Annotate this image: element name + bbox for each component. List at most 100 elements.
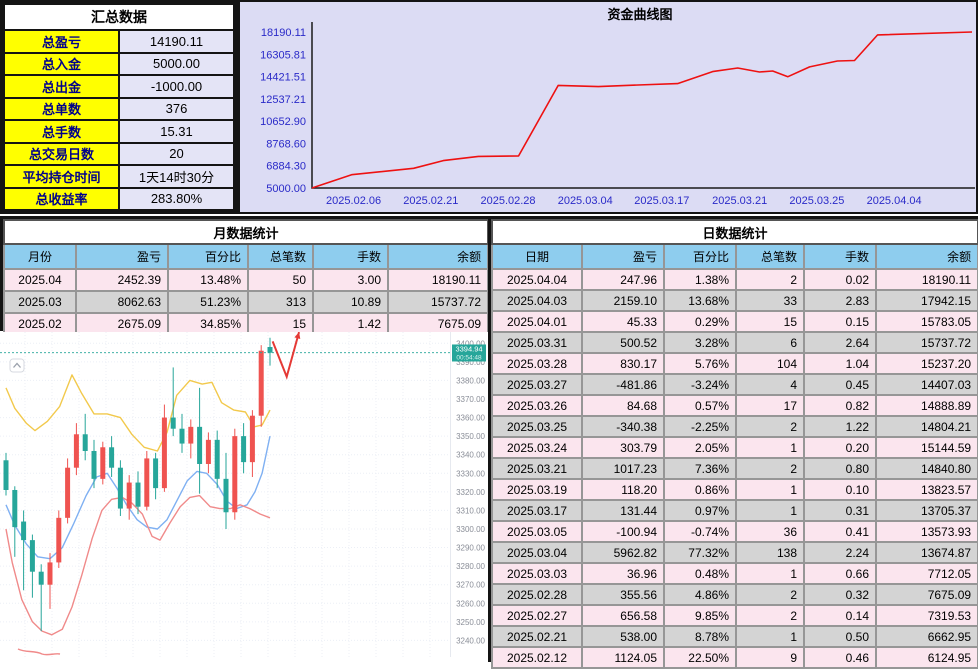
value-cell[interactable]: 45.33 — [581, 310, 665, 333]
value-cell[interactable]: 6124.95 — [874, 646, 978, 669]
column-header[interactable]: 总笔数 — [735, 243, 805, 270]
value-cell[interactable]: -481.86 — [581, 373, 665, 396]
value-cell[interactable]: 7.36% — [663, 457, 737, 480]
value-cell[interactable]: 15783.05 — [874, 310, 978, 333]
column-header[interactable]: 手数 — [803, 243, 877, 270]
value-cell[interactable]: 0.97% — [663, 499, 737, 522]
value-cell[interactable]: 0.82 — [803, 394, 877, 417]
date-cell[interactable]: 2025.04.01 — [491, 310, 583, 333]
date-cell[interactable]: 2025.03.25 — [491, 415, 583, 438]
value-cell[interactable]: 0.29% — [663, 310, 737, 333]
summary-value[interactable]: -1000.00 — [118, 74, 235, 99]
value-cell[interactable]: 538.00 — [581, 625, 665, 648]
value-cell[interactable]: 1017.23 — [581, 457, 665, 480]
date-cell[interactable]: 2025.04.03 — [491, 289, 583, 312]
value-cell[interactable]: 2 — [735, 604, 805, 627]
value-cell[interactable]: 7675.09 — [874, 583, 978, 606]
date-cell[interactable]: 2025.03.21 — [491, 457, 583, 480]
value-cell[interactable]: 1 — [735, 478, 805, 501]
value-cell[interactable]: 2159.10 — [581, 289, 665, 312]
summary-label[interactable]: 总收益率 — [3, 186, 120, 211]
column-header[interactable]: 盈亏 — [581, 243, 665, 270]
value-cell[interactable]: 0.32 — [803, 583, 877, 606]
date-cell[interactable]: 2025.02.12 — [491, 646, 583, 669]
value-cell[interactable]: 118.20 — [581, 478, 665, 501]
value-cell[interactable]: 8062.63 — [75, 290, 169, 314]
column-header[interactable]: 日期 — [491, 243, 583, 270]
value-cell[interactable]: 2 — [735, 268, 805, 291]
value-cell[interactable]: 9 — [735, 646, 805, 669]
value-cell[interactable]: 2.24 — [803, 541, 877, 564]
value-cell[interactable]: 17 — [735, 394, 805, 417]
value-cell[interactable]: 9.85% — [663, 604, 737, 627]
value-cell[interactable]: 15 — [735, 310, 805, 333]
date-cell[interactable]: 2025.03.31 — [491, 331, 583, 354]
date-cell[interactable]: 2025.03.03 — [491, 562, 583, 585]
value-cell[interactable]: 14407.03 — [874, 373, 978, 396]
value-cell[interactable]: 0.20 — [803, 436, 877, 459]
value-cell[interactable]: 1124.05 — [581, 646, 665, 669]
value-cell[interactable]: 1.38% — [663, 268, 737, 291]
value-cell[interactable]: 8.78% — [663, 625, 737, 648]
candlestick-chart-canvas[interactable]: 3400.00 3390.00 3380.00 3370.00 3360.00 3350.… — [0, 331, 488, 657]
summary-value[interactable]: 283.80% — [118, 186, 235, 211]
column-header[interactable]: 余额 — [874, 243, 978, 270]
column-header[interactable]: 盈亏 — [75, 243, 169, 270]
date-cell[interactable]: 2025.04.04 — [491, 268, 583, 291]
value-cell[interactable]: 830.17 — [581, 352, 665, 375]
summary-value[interactable]: 14190.11 — [118, 29, 235, 54]
summary-value[interactable]: 15.31 — [118, 119, 235, 144]
summary-title-cell[interactable]: 汇总数据 — [3, 3, 235, 31]
value-cell[interactable]: 6662.95 — [874, 625, 978, 648]
value-cell[interactable]: 355.56 — [581, 583, 665, 606]
date-cell[interactable]: 2025.03.24 — [491, 436, 583, 459]
value-cell[interactable]: 1 — [735, 436, 805, 459]
date-cell[interactable]: 2025.02.28 — [491, 583, 583, 606]
value-cell[interactable]: 0.45 — [803, 373, 877, 396]
value-cell[interactable]: 13674.87 — [874, 541, 978, 564]
value-cell[interactable]: 4.86% — [663, 583, 737, 606]
value-cell[interactable]: 17942.15 — [874, 289, 978, 312]
value-cell[interactable]: 3.00 — [312, 268, 389, 292]
value-cell[interactable]: 0.41 — [803, 520, 877, 543]
value-cell[interactable]: 14840.80 — [874, 457, 978, 480]
value-cell[interactable]: 2452.39 — [75, 268, 169, 292]
price-axis[interactable]: 3400.00 3390.00 3380.00 3370.00 3360.00 3350.… — [456, 339, 485, 645]
value-cell[interactable]: 0.48% — [663, 562, 737, 585]
date-cell[interactable]: 2025.02.27 — [491, 604, 583, 627]
value-cell[interactable]: 77.32% — [663, 541, 737, 564]
column-header[interactable]: 百分比 — [167, 243, 249, 270]
value-cell[interactable]: 84.68 — [581, 394, 665, 417]
summary-label[interactable]: 总单数 — [3, 96, 120, 121]
value-cell[interactable]: 0.31 — [803, 499, 877, 522]
value-cell[interactable]: 2.64 — [803, 331, 877, 354]
summary-label[interactable]: 总出金 — [3, 74, 120, 99]
value-cell[interactable]: 15737.72 — [874, 331, 978, 354]
value-cell[interactable]: -2.25% — [663, 415, 737, 438]
value-cell[interactable]: 36 — [735, 520, 805, 543]
summary-label[interactable]: 总盈亏 — [3, 29, 120, 54]
value-cell[interactable]: 1.22 — [803, 415, 877, 438]
value-cell[interactable]: 2 — [735, 457, 805, 480]
value-cell[interactable]: 13.68% — [663, 289, 737, 312]
value-cell[interactable]: 1 — [735, 499, 805, 522]
summary-value[interactable]: 20 — [118, 141, 235, 166]
date-cell[interactable]: 2025.03.27 — [491, 373, 583, 396]
value-cell[interactable]: 1 — [735, 562, 805, 585]
value-cell[interactable]: -0.74% — [663, 520, 737, 543]
date-cell[interactable]: 2025.03.04 — [491, 541, 583, 564]
expand-pane-button[interactable] — [9, 358, 25, 373]
trend-arrow-annotation[interactable] — [271, 331, 301, 380]
value-cell[interactable]: 13705.37 — [874, 499, 978, 522]
daily-table-title[interactable]: 日数据统计 — [490, 219, 978, 245]
value-cell[interactable]: 15237.20 — [874, 352, 978, 375]
column-header[interactable]: 余额 — [386, 243, 490, 270]
value-cell[interactable]: 10.89 — [312, 290, 389, 314]
value-cell[interactable]: 14888.89 — [874, 394, 978, 417]
value-cell[interactable]: 0.46 — [803, 646, 877, 669]
value-cell[interactable]: 13.48% — [167, 268, 249, 292]
value-cell[interactable]: 4 — [735, 373, 805, 396]
value-cell[interactable]: 50 — [247, 268, 314, 292]
value-cell[interactable]: 313 — [247, 290, 314, 314]
value-cell[interactable]: 138 — [735, 541, 805, 564]
